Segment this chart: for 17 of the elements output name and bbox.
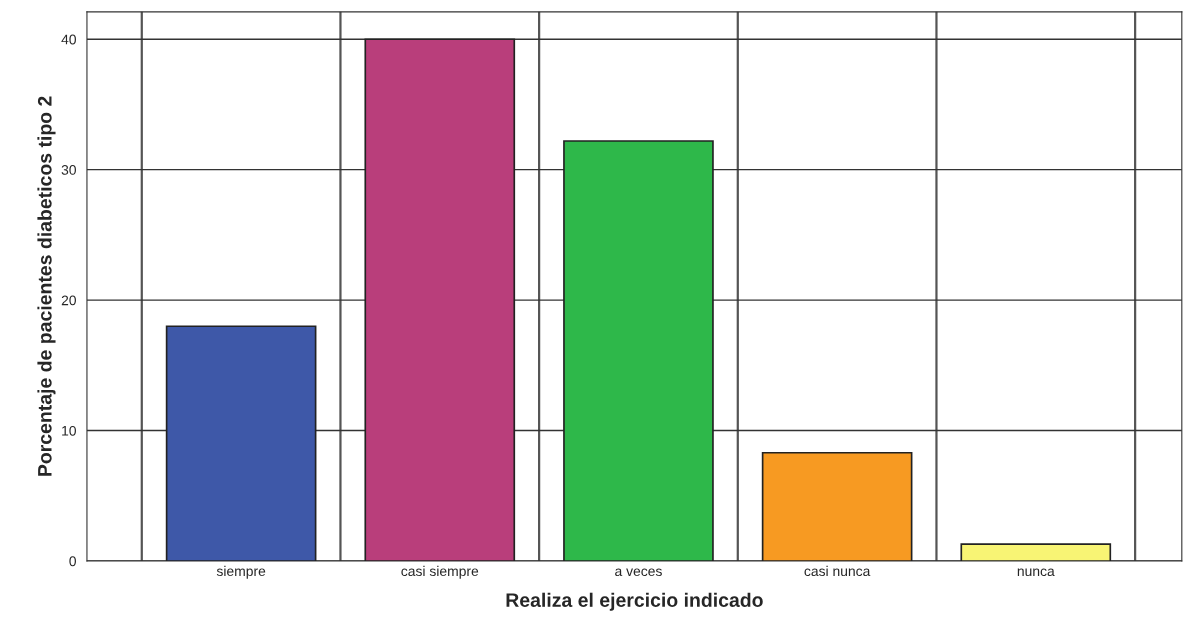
y-tick-label: 10 xyxy=(62,425,76,436)
x-tick-label: casi siempre xyxy=(401,565,479,579)
bar xyxy=(165,325,317,562)
y-tick-label: 40 xyxy=(61,34,76,45)
y-tick-label: 20 xyxy=(61,295,76,306)
x-tick-label: siempre xyxy=(216,565,266,579)
y-tick-label: 30 xyxy=(61,165,76,175)
bar xyxy=(563,140,714,562)
y-tick-label: 0 xyxy=(69,556,76,567)
bar xyxy=(761,451,913,562)
x-axis-title: Realiza el ejercicio indicado xyxy=(506,592,763,611)
bar xyxy=(364,38,516,562)
x-tick-label: nunca xyxy=(1017,568,1055,577)
bar xyxy=(960,543,1112,562)
y-axis-title: Porcentaje de pacientes diabeticos tipo 2 xyxy=(37,96,56,476)
x-tick-label: casi nunca xyxy=(804,565,871,577)
x-tick-label: a veces xyxy=(615,568,662,577)
